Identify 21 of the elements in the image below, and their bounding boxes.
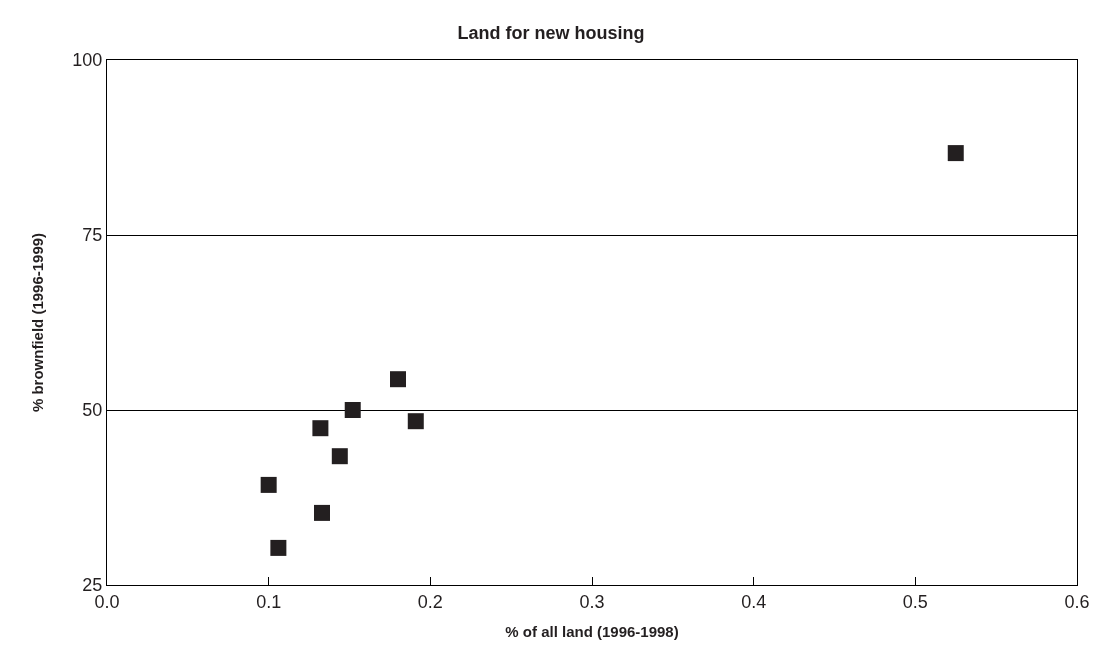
point <box>390 371 406 388</box>
x-tick-label: 0.5 <box>902 591 928 612</box>
y-axis-title: % brownfield (1996-1999) <box>28 232 46 413</box>
x-tick-label: 0.2 <box>417 591 443 612</box>
y-tick-label: 100 <box>72 50 103 71</box>
point <box>947 145 964 162</box>
x-tick-label: 0.4 <box>741 591 767 612</box>
point <box>314 504 331 521</box>
point <box>312 420 329 437</box>
point <box>344 402 361 418</box>
point <box>407 413 424 430</box>
x-axis-title: % of all land (1996-1998) <box>505 622 679 640</box>
point <box>270 539 287 556</box>
point <box>331 448 348 465</box>
x-tick-label: 0.1 <box>256 591 282 612</box>
y-tick-label: 75 <box>82 225 103 246</box>
x-tick-label: 0.3 <box>579 591 605 612</box>
chart-title: Land for new housing <box>457 23 645 44</box>
point <box>260 476 277 493</box>
y-tick-label: 50 <box>82 400 103 421</box>
x-tick-label: 0.6 <box>1064 591 1090 612</box>
